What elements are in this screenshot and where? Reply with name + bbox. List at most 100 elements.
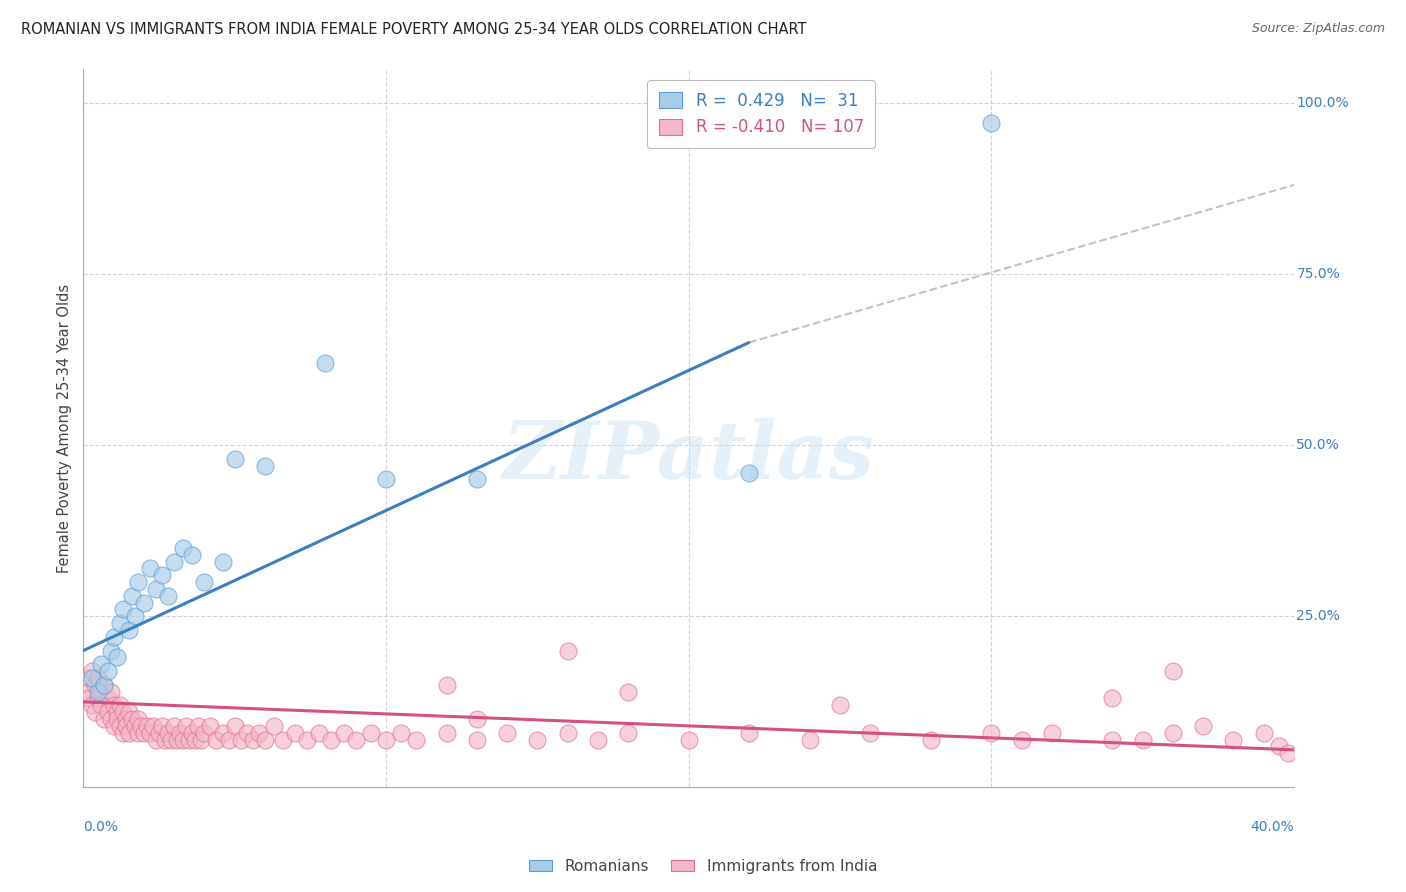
Point — [465, 732, 488, 747]
Point — [179, 732, 201, 747]
Point — [93, 678, 115, 692]
Point — [375, 472, 398, 486]
Point — [308, 725, 330, 739]
Point — [103, 719, 125, 733]
Point — [118, 705, 141, 719]
Point — [332, 725, 354, 739]
Point — [100, 712, 122, 726]
Point — [100, 684, 122, 698]
Point — [193, 575, 215, 590]
Point — [828, 698, 851, 713]
Point — [980, 116, 1002, 130]
Point — [96, 691, 118, 706]
Point — [103, 630, 125, 644]
Point — [1040, 725, 1063, 739]
Point — [229, 732, 252, 747]
Point — [87, 691, 110, 706]
Point — [114, 712, 136, 726]
Point — [181, 548, 204, 562]
Point — [87, 684, 110, 698]
Point — [1101, 732, 1123, 747]
Point — [526, 732, 548, 747]
Point — [90, 684, 112, 698]
Text: 50.0%: 50.0% — [1296, 438, 1340, 452]
Point — [153, 732, 176, 747]
Point — [105, 705, 128, 719]
Point — [859, 725, 882, 739]
Point — [247, 725, 270, 739]
Point — [920, 732, 942, 747]
Point — [1101, 691, 1123, 706]
Point — [90, 698, 112, 713]
Point — [79, 691, 101, 706]
Point — [127, 712, 149, 726]
Point — [163, 555, 186, 569]
Legend: R =  0.429   N=  31, R = -0.410   N= 107: R = 0.429 N= 31, R = -0.410 N= 107 — [647, 80, 876, 148]
Point — [108, 719, 131, 733]
Point — [271, 732, 294, 747]
Point — [75, 684, 97, 698]
Point — [799, 732, 821, 747]
Point — [436, 678, 458, 692]
Point — [224, 451, 246, 466]
Point — [127, 575, 149, 590]
Point — [82, 698, 104, 713]
Point — [148, 725, 170, 739]
Point — [111, 725, 134, 739]
Point — [253, 732, 276, 747]
Point — [82, 671, 104, 685]
Point — [82, 664, 104, 678]
Point — [142, 719, 165, 733]
Point — [190, 732, 212, 747]
Point — [1132, 732, 1154, 747]
Point — [139, 725, 162, 739]
Point — [224, 719, 246, 733]
Point — [738, 725, 761, 739]
Y-axis label: Female Poverty Among 25-34 Year Olds: Female Poverty Among 25-34 Year Olds — [58, 284, 72, 573]
Point — [118, 623, 141, 637]
Point — [100, 643, 122, 657]
Point — [172, 541, 194, 555]
Point — [263, 719, 285, 733]
Legend: Romanians, Immigrants from India: Romanians, Immigrants from India — [523, 853, 883, 880]
Point — [465, 472, 488, 486]
Text: ROMANIAN VS IMMIGRANTS FROM INDIA FEMALE POVERTY AMONG 25-34 YEAR OLDS CORRELATI: ROMANIAN VS IMMIGRANTS FROM INDIA FEMALE… — [21, 22, 807, 37]
Point — [200, 719, 222, 733]
Point — [187, 719, 209, 733]
Text: 0.0%: 0.0% — [83, 820, 118, 834]
Point — [284, 725, 307, 739]
Point — [90, 657, 112, 672]
Point — [150, 568, 173, 582]
Point — [124, 609, 146, 624]
Point — [111, 602, 134, 616]
Point — [181, 725, 204, 739]
Point — [211, 725, 233, 739]
Point — [105, 650, 128, 665]
Point — [96, 664, 118, 678]
Point — [344, 732, 367, 747]
Point — [617, 684, 640, 698]
Point — [1161, 664, 1184, 678]
Text: 75.0%: 75.0% — [1296, 267, 1340, 281]
Point — [145, 732, 167, 747]
Point — [163, 719, 186, 733]
Point — [87, 671, 110, 685]
Point — [205, 732, 228, 747]
Point — [678, 732, 700, 747]
Point — [557, 643, 579, 657]
Point — [172, 732, 194, 747]
Point — [132, 596, 155, 610]
Point — [129, 719, 152, 733]
Text: 40.0%: 40.0% — [1250, 820, 1294, 834]
Point — [121, 589, 143, 603]
Point — [465, 712, 488, 726]
Point — [121, 712, 143, 726]
Point — [79, 671, 101, 685]
Point — [297, 732, 319, 747]
Point — [127, 725, 149, 739]
Point — [1253, 725, 1275, 739]
Text: 100.0%: 100.0% — [1296, 95, 1350, 110]
Point — [145, 582, 167, 596]
Point — [103, 698, 125, 713]
Point — [1161, 725, 1184, 739]
